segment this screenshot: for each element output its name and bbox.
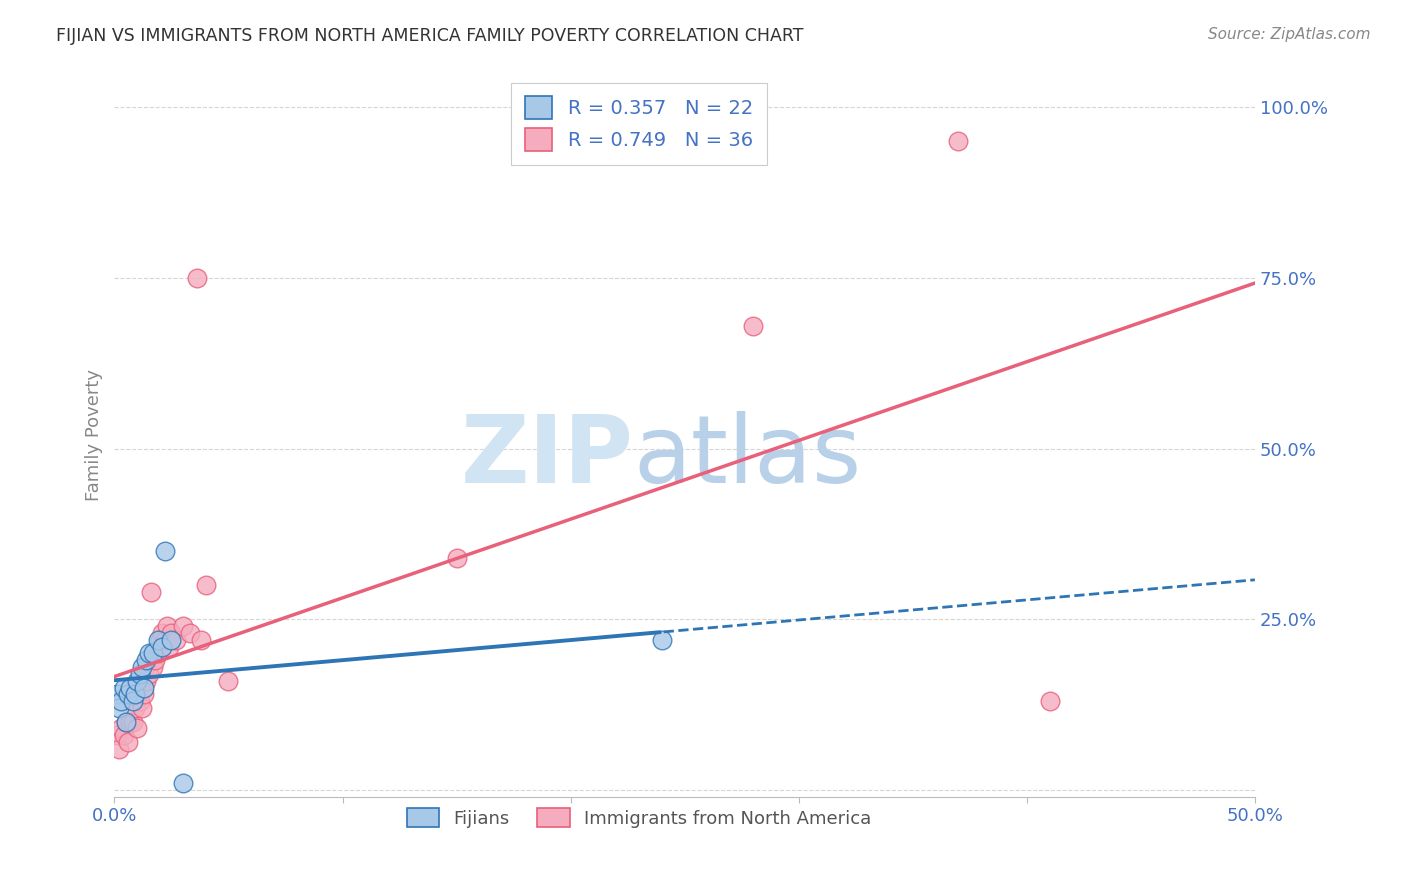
Point [105,687,128,701]
Point [132,687,155,701]
Point [153,544,176,558]
Point [114,714,136,729]
Point [135,673,157,688]
Point [160,632,183,647]
Point [120,714,142,729]
Point [138,666,160,681]
Point [172,619,194,633]
Point [153,632,176,647]
Point [156,619,179,633]
Point [179,626,201,640]
Point [127,722,149,736]
Point [121,694,143,708]
Point [948,134,970,148]
Text: FIJIAN VS IMMIGRANTS FROM NORTH AMERICA FAMILY POVERTY CORRELATION CHART: FIJIAN VS IMMIGRANTS FROM NORTH AMERICA … [56,27,804,45]
Point [742,318,765,333]
Point [217,673,239,688]
Text: Source: ZipAtlas.com: Source: ZipAtlas.com [1208,27,1371,42]
Point [105,728,128,742]
Point [117,687,139,701]
Text: ZIP: ZIP [460,410,633,502]
Point [146,646,169,660]
Point [112,728,135,742]
Point [651,632,673,647]
Point [146,632,169,647]
Point [112,681,135,695]
Text: atlas: atlas [633,410,862,502]
Point [1039,694,1062,708]
Point [446,550,468,565]
Point [131,660,153,674]
Point [110,722,132,736]
Point [160,626,183,640]
Point [135,653,157,667]
Point [139,585,162,599]
Point [124,687,146,701]
Y-axis label: Family Poverty: Family Poverty [86,369,103,501]
Point [108,701,131,715]
Point [157,640,180,654]
Point [138,646,160,660]
Point [108,742,131,756]
Point [145,653,167,667]
Point [121,714,143,729]
Point [114,714,136,729]
Point [131,701,153,715]
Point [120,681,142,695]
Point [110,694,132,708]
Point [132,681,155,695]
Point [128,694,150,708]
Point [142,646,165,660]
Point [172,776,194,790]
Point [150,626,173,640]
Point [186,270,208,285]
Point [150,640,173,654]
Point [124,701,146,715]
Point [128,666,150,681]
Point [190,632,212,647]
Legend: Fijians, Immigrants from North America: Fijians, Immigrants from North America [399,801,879,835]
Point [194,578,217,592]
Point [165,632,187,647]
Point [149,632,172,647]
Point [142,660,165,674]
Point [117,735,139,749]
Point [127,673,149,688]
